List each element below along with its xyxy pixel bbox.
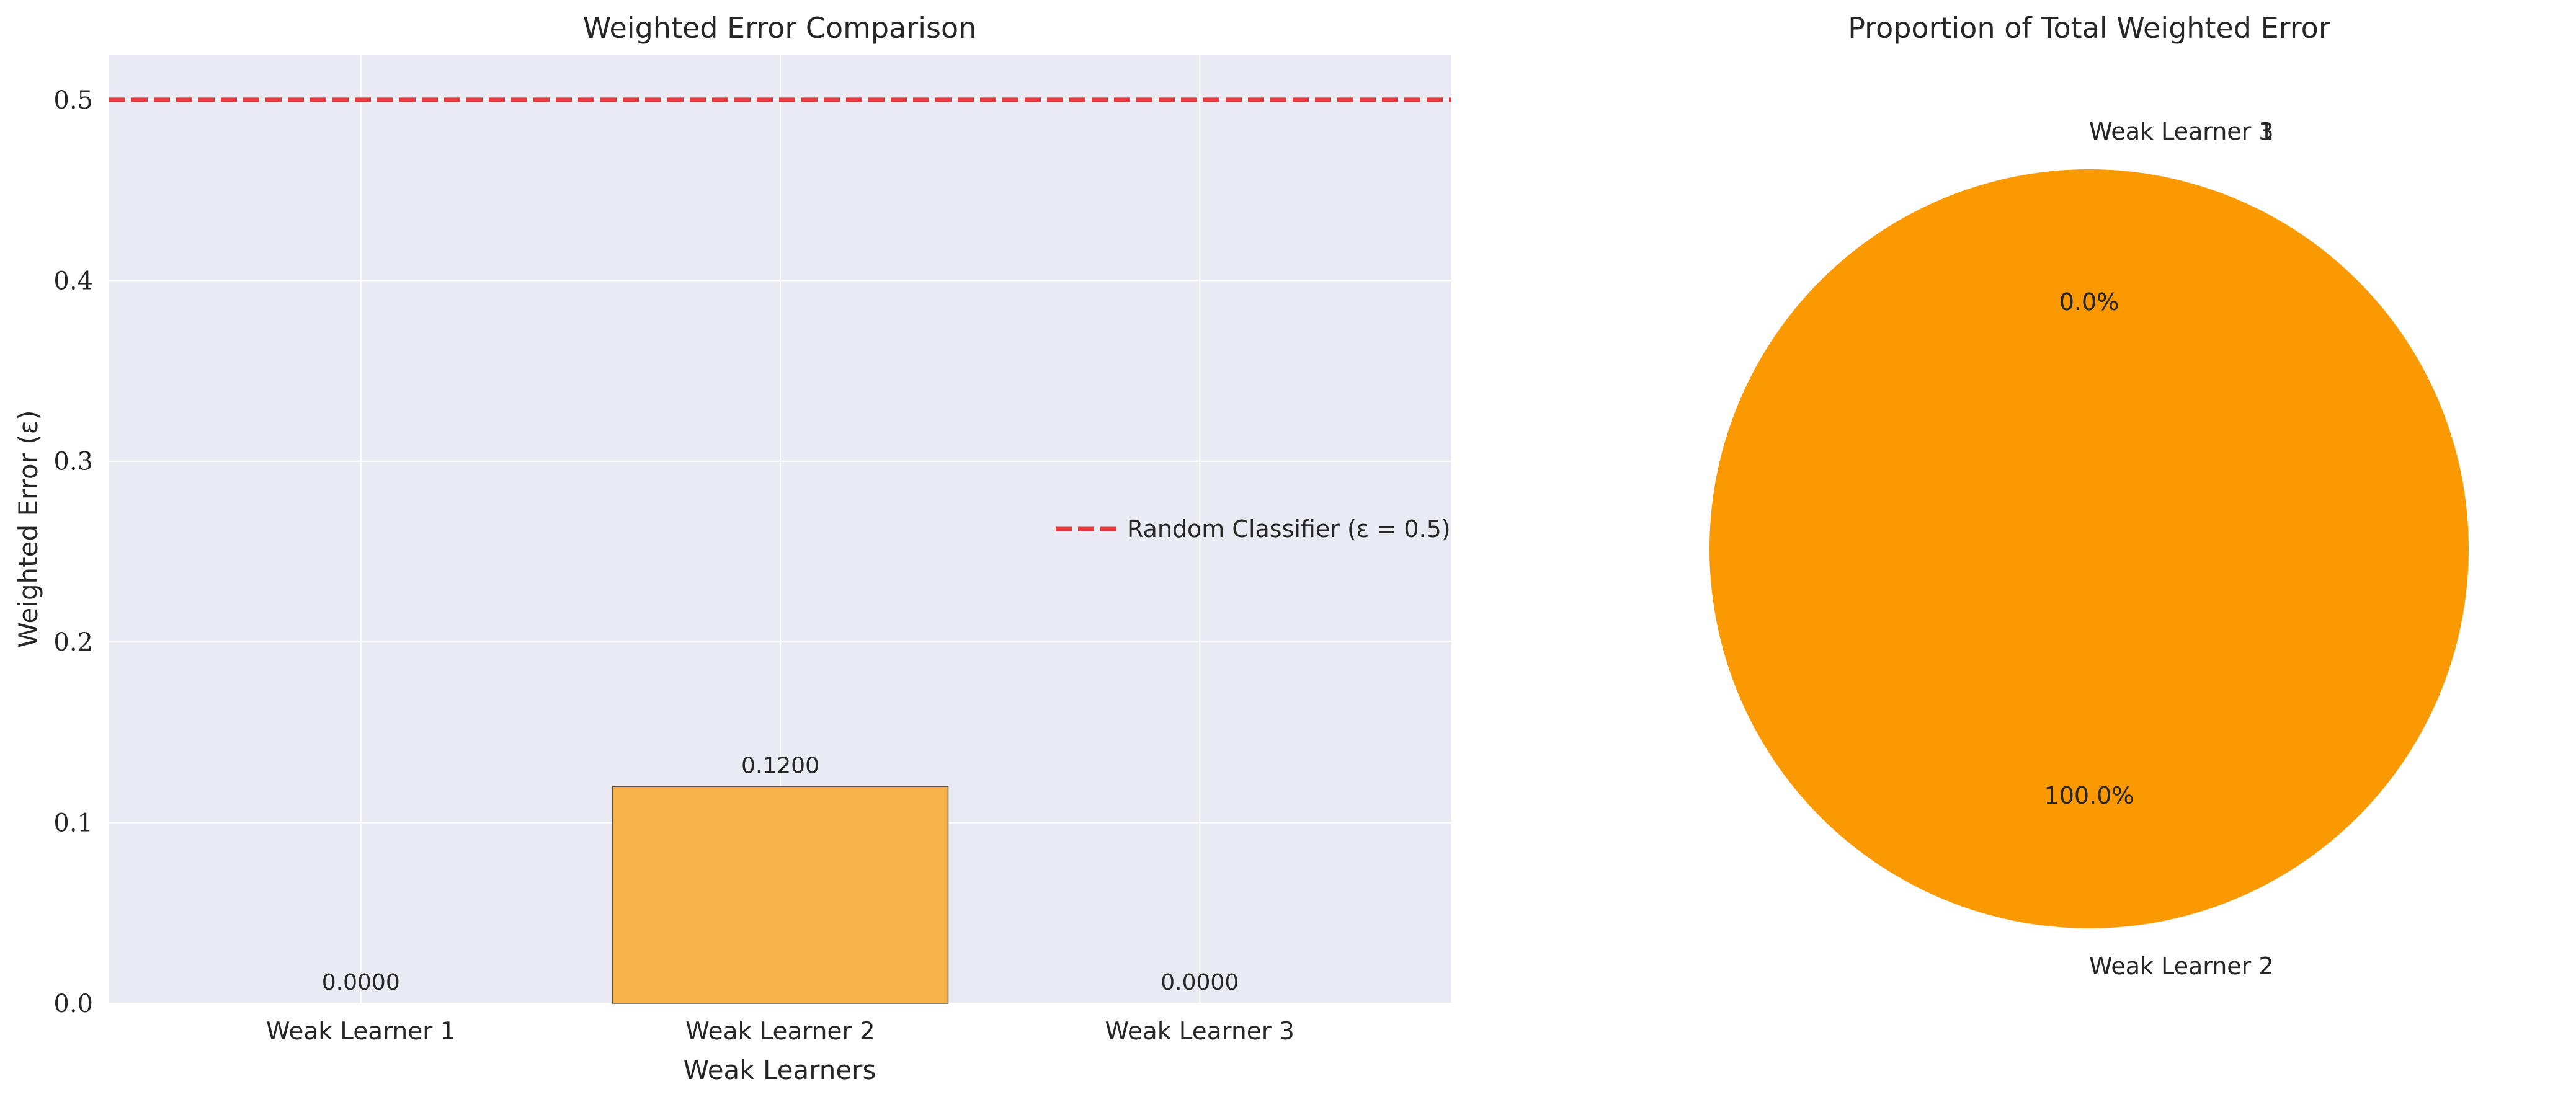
bar-value-label: 0.0000: [322, 970, 400, 995]
y-tick-label: 0.3: [53, 448, 93, 476]
y-tick-label: 0.0: [53, 990, 93, 1018]
bar-chart-title: Weighted Error Comparison: [583, 11, 977, 45]
x-tick-label: Weak Learner 3: [1105, 1018, 1295, 1046]
x-ticks: Weak Learner 1 Weak Learner 2 Weak Learner…: [266, 1018, 1295, 1046]
pie-percent-label: 0.0%: [2059, 288, 2119, 316]
bars: [612, 786, 949, 1004]
y-ticks: 0.0 0.1 0.2 0.3 0.4 0.5: [53, 86, 93, 1018]
x-tick-label: Weak Learner 2: [685, 1018, 875, 1046]
x-tick-label: Weak Learner 1: [266, 1018, 455, 1046]
bar-value-label: 0.0000: [1161, 970, 1239, 995]
x-axis-label: Weak Learners: [684, 1055, 876, 1085]
y-tick-label: 0.1: [53, 809, 93, 838]
bar-2: [612, 786, 949, 1004]
pie-slice-2: [1709, 169, 2469, 928]
bar-value-label: 0.1200: [741, 753, 819, 778]
bar-chart: Weighted Error Comparison 0.00.10.20.30.…: [13, 11, 1451, 1085]
pie-percent-label: 0.0%: [2059, 288, 2119, 316]
pie-chart-title: Proportion of Total Weighted Error: [1848, 11, 2330, 45]
pie-percent-label: 100.0%: [2044, 782, 2134, 809]
pie-chart: Proportion of Total Weighted Error Weak …: [1709, 11, 2469, 980]
pie-category-label: Weak Learner 1: [2089, 118, 2274, 145]
bar-value-labels: 0.0000 0.1200 0.0000: [322, 753, 1239, 995]
y-tick-label: 0.4: [53, 267, 93, 295]
pie-category-label: Weak Learner 2: [2089, 953, 2274, 980]
pie-labels: Weak Learner 1 0.0% Weak Learner 2 100.0% We…: [2044, 118, 2274, 980]
pie-category-label: Weak Learner 3: [2089, 118, 2274, 145]
y-tick-label: 0.2: [53, 628, 93, 657]
legend-label: Random Classifier (ε = 0.5): [1127, 515, 1451, 543]
y-axis-label: Weighted Error (ε): [13, 410, 43, 647]
pie-slices: [1709, 169, 2469, 928]
legend: Random Classifier (ε = 0.5): [1056, 515, 1451, 543]
y-tick-label: 0.5: [53, 86, 93, 115]
